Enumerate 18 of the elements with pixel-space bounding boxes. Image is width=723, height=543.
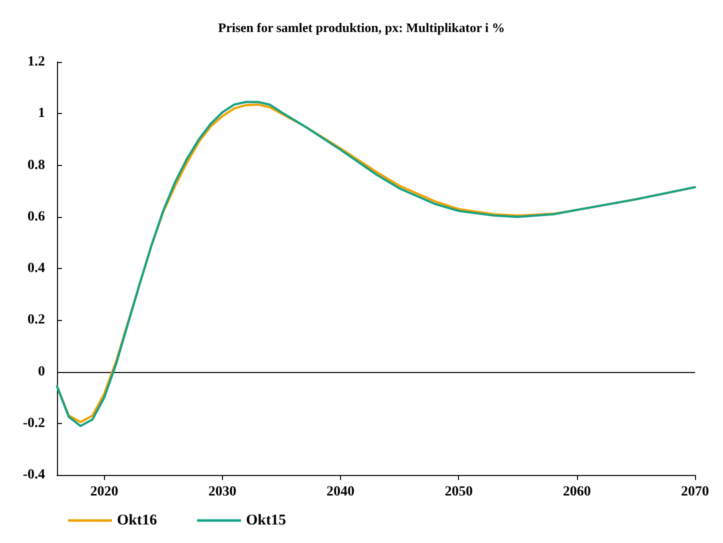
y-tick-label: 0.8: [28, 158, 45, 173]
legend-label: Okt15: [246, 512, 286, 528]
y-tick-label: 0.6: [28, 209, 45, 224]
y-tick-label: 0: [38, 364, 45, 380]
y-tick-label: -0.2: [22, 416, 45, 431]
x-tick-label: 2050: [444, 484, 473, 500]
y-tick-label: 0.2: [28, 312, 45, 328]
y-tick-label: 0.4: [28, 261, 45, 276]
x-tick-label: 2020: [90, 484, 118, 500]
x-tick-label: 2070: [681, 484, 709, 500]
legend-label: Okt16: [117, 512, 158, 528]
y-tick-label: 1: [38, 106, 45, 122]
y-tick-label: 1.2: [28, 54, 45, 70]
y-tick-label: -0.4: [22, 468, 45, 482]
x-tick-label: 2030: [208, 484, 236, 500]
x-tick-label: 2040: [326, 484, 355, 500]
chart-title: Prisen for samlet produktion, px: Multiplikator i %: [218, 20, 505, 35]
x-tick-label: 2060: [562, 484, 591, 500]
